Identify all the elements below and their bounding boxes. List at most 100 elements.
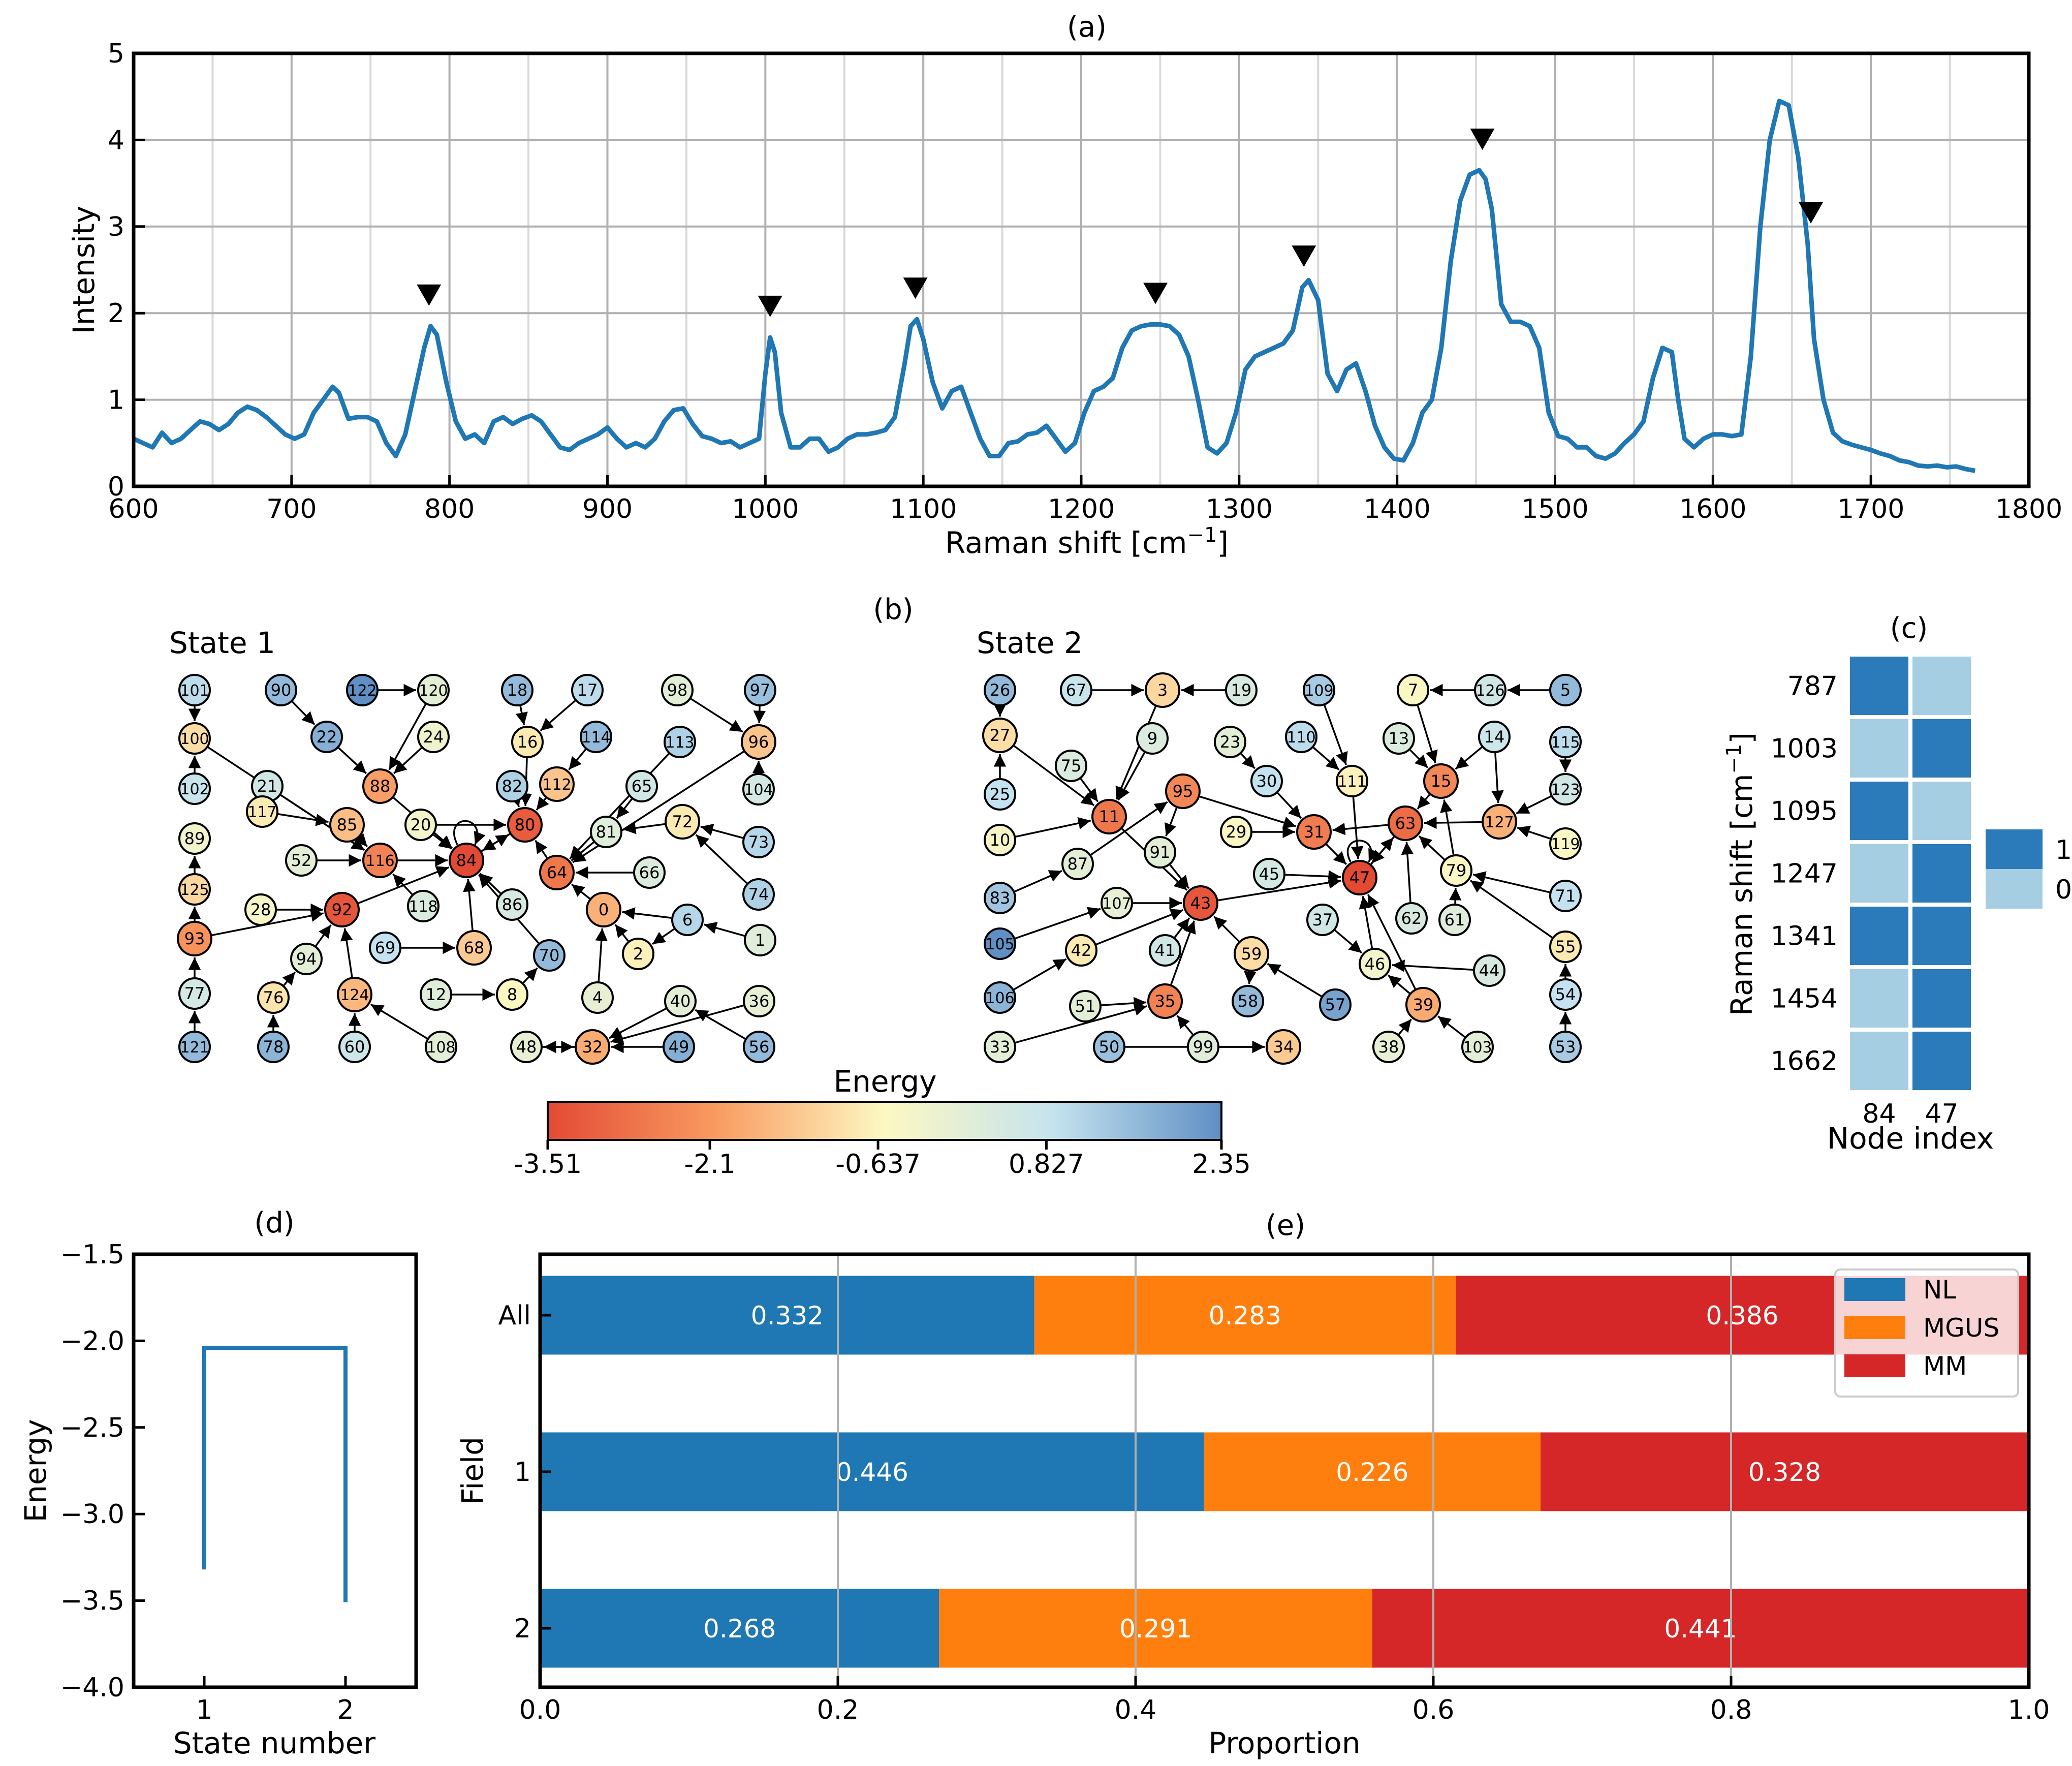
network-node [633,856,666,889]
network-node [1461,1031,1494,1063]
network-node-label: 48 [516,1037,537,1057]
bar-segment [1034,1276,1456,1355]
network-node-label: 2 [633,944,643,964]
network-edge [1332,823,1388,835]
network-node [417,674,450,706]
network-node [984,824,1016,856]
network-node-label: 96 [748,732,769,752]
network-node [1549,978,1582,1011]
network-node-label: 42 [1071,941,1092,960]
network-node [984,882,1016,914]
network-node [539,766,575,802]
network-node [257,1031,290,1063]
network-node [407,890,439,922]
network-node [257,981,290,1014]
tick-label-x: 700 [266,494,317,524]
heatmap-cell [1850,782,1908,840]
network-node [580,721,612,753]
network-node [265,674,297,706]
network-node [984,778,1016,811]
network-node [742,773,775,805]
network-node-label: 124 [340,986,369,1004]
network-node [178,977,211,1010]
network-edge [1240,753,1256,769]
network-node-label: 37 [1312,910,1333,930]
network-node-label: 88 [370,777,391,796]
network-node [456,930,492,966]
network-node-label: 77 [184,984,205,1003]
network-edge [623,822,665,834]
network-node [1383,722,1415,755]
network-edge [515,706,528,725]
network-edge [1013,958,1067,990]
tick-label-y: −4.0 [60,1672,124,1703]
network-node [404,809,437,841]
network-edge [392,873,413,895]
network-edge [315,924,332,947]
network-node-label: 0 [599,900,609,919]
network-node-label: 54 [1555,985,1576,1004]
panel-a-xlabel: Raman shift [cm−1] [945,523,1229,560]
network-node-label: 61 [1445,910,1465,930]
tick-label-x: 1300 [1206,494,1273,524]
network-node [510,1031,543,1063]
network-node-label: 3 [1157,680,1168,700]
network-node-label: 108 [426,1039,455,1057]
tick-label-x: 600 [108,494,159,524]
network-node [420,978,452,1011]
network-node-label: 6 [682,910,693,930]
network-node [1147,983,1183,1019]
network-node-label: 45 [1259,864,1280,884]
network-node [1065,934,1097,967]
heatmap-cell [1912,782,1971,840]
heatmap-cell [1850,719,1908,778]
bar-segment [540,1432,1204,1511]
network-node-label: 84 [456,851,477,870]
network-node-label: 28 [250,900,271,919]
network-node-label: 107 [1102,895,1131,913]
network-node-label: 8 [507,985,517,1004]
peak-marker [417,284,442,306]
network-node-label: 35 [1155,992,1176,1011]
network-node [742,878,775,911]
legend-swatch-mm [1844,1354,1905,1377]
network-node [1440,854,1472,887]
colorbar-tick-label: -3.51 [514,1149,582,1180]
network-node [338,1031,371,1063]
panel-b: (b) State 1 State 2 10110010289125937712… [169,593,1582,1180]
bar-segment [1372,1589,2029,1668]
network-node-label: 99 [1193,1037,1214,1057]
bar-value-label: 0.332 [751,1301,824,1330]
network-node-label: 58 [1238,992,1259,1011]
legend-swatch-1 [1986,829,2043,869]
network-node-label: 64 [547,863,568,882]
network-node-label: 125 [180,881,209,899]
network-node-label: 71 [1555,886,1576,906]
network-edge [571,883,590,900]
network-node [1549,773,1582,805]
panel-d-frame [132,1252,418,1689]
network-node [1285,721,1317,753]
tick-label-y: 5 [108,39,124,69]
network-edge [433,834,452,850]
network-node [1405,987,1441,1023]
network-node [501,674,533,706]
tick-label-y: All [498,1300,531,1331]
bar-value-label: 0.268 [703,1614,776,1644]
network-edge [1326,844,1347,865]
network-node-label: 55 [1555,937,1576,956]
legend-swatch-nl [1844,1278,1905,1301]
network-node-label: 38 [1378,1037,1399,1057]
tick-label-x: 1 [196,1695,212,1725]
network-edge [1417,705,1438,764]
network-edge [595,928,608,982]
network-node-label: 78 [263,1037,284,1057]
network-node-label: 10 [990,830,1011,850]
network-node-label: 59 [1241,944,1262,964]
network-node-label: 34 [1273,1037,1294,1057]
network-edge [481,833,510,852]
panel-c-ylabel: Raman shift [cm−1] [1722,732,1759,1016]
network-node [1482,804,1517,840]
colorbar-label: Energy [833,1064,936,1099]
network-node [984,1031,1016,1063]
